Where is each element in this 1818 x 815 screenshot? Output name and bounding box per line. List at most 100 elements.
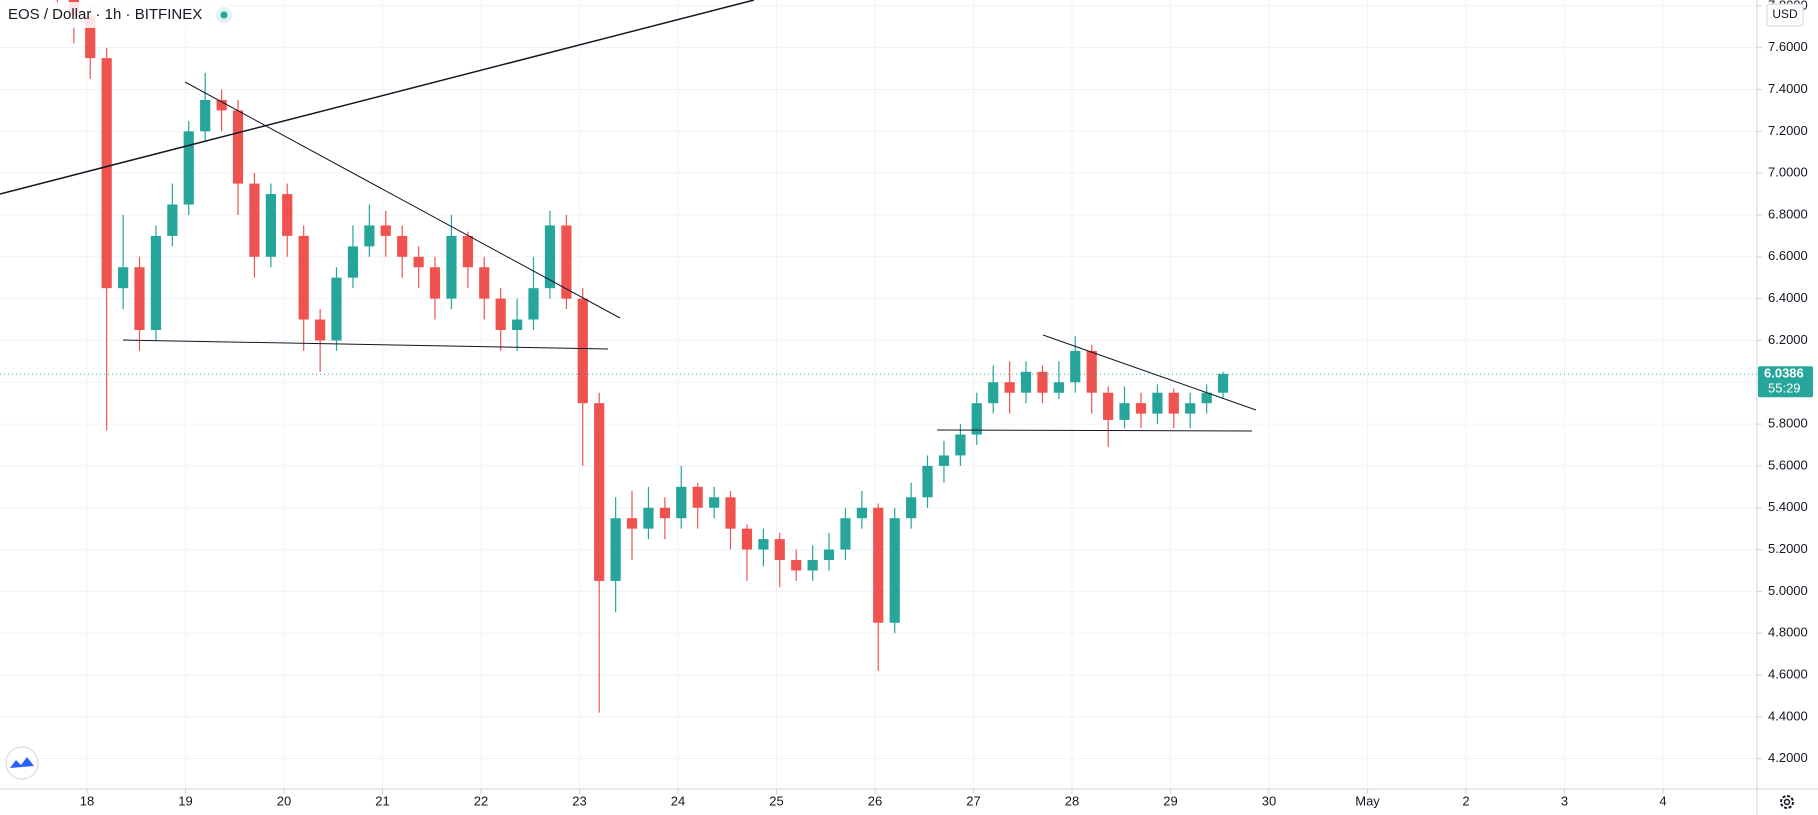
candle-body xyxy=(594,403,605,581)
candle-body xyxy=(1053,382,1065,393)
candle-body xyxy=(446,235,457,299)
trend-lines xyxy=(0,0,1257,432)
candle-body xyxy=(1037,371,1048,393)
candle-body xyxy=(1201,392,1212,404)
trend-line xyxy=(1042,334,1257,411)
candle-body xyxy=(955,434,966,456)
x-tick-label: 2 xyxy=(1462,793,1469,808)
y-tick-label: 7.0000 xyxy=(1768,165,1808,180)
candle-body xyxy=(232,110,244,184)
candle-body xyxy=(856,507,868,519)
candle-body xyxy=(1119,403,1130,420)
candle-body xyxy=(709,497,720,508)
x-tick-label: 25 xyxy=(769,793,783,808)
x-tick-label: 27 xyxy=(966,793,980,808)
y-tick-label: 6.8000 xyxy=(1768,206,1808,221)
x-tick-label: 4 xyxy=(1659,793,1666,808)
currency: USD xyxy=(1772,7,1798,21)
candle-body xyxy=(85,16,96,59)
candle-body xyxy=(971,403,982,435)
trend-line xyxy=(122,339,609,350)
candle-body xyxy=(118,267,129,289)
currency-box[interactable] xyxy=(1766,3,1804,27)
candle-body xyxy=(692,486,703,508)
candle-body xyxy=(167,204,178,236)
candle-body xyxy=(380,225,391,236)
candle-body xyxy=(938,455,950,466)
status-dot xyxy=(220,11,228,19)
candle-body xyxy=(659,507,670,519)
candle-body xyxy=(101,58,112,289)
gear-center xyxy=(1783,798,1791,806)
y-tick-label: 4.4000 xyxy=(1768,708,1808,723)
candle-body xyxy=(1103,392,1114,420)
candle-body xyxy=(265,194,276,257)
last-price-badge xyxy=(1758,366,1813,398)
candle-body xyxy=(823,549,835,561)
candle-body xyxy=(1168,392,1179,414)
x-tick-label: 22 xyxy=(474,793,488,808)
y-tick-label: 4.2000 xyxy=(1768,750,1808,765)
time-axis xyxy=(0,789,1818,815)
candle-body xyxy=(331,277,342,341)
candle-body xyxy=(1086,350,1097,393)
countdown: 55:29 xyxy=(1768,381,1801,396)
candle-body xyxy=(873,507,884,623)
candle-body xyxy=(544,225,556,289)
candle-body xyxy=(1135,403,1147,414)
y-tick-label: 6.4000 xyxy=(1768,290,1808,305)
candle-body xyxy=(528,288,539,320)
x-tick-label: 24 xyxy=(671,793,685,808)
candle-body xyxy=(462,235,473,268)
y-tick-label: 6.2000 xyxy=(1768,332,1808,347)
candle-body xyxy=(725,497,736,529)
candle-body xyxy=(200,99,211,132)
candle-body xyxy=(495,298,506,330)
settings-button[interactable] xyxy=(1780,795,1794,809)
candle-body xyxy=(791,560,802,571)
x-tick-label: 30 xyxy=(1262,793,1276,808)
candle-body xyxy=(282,194,293,236)
candle-body xyxy=(429,267,441,299)
trend-line xyxy=(0,0,755,195)
y-tick-label: 5.2000 xyxy=(1768,541,1808,556)
trend-line xyxy=(936,429,1253,432)
candle-body xyxy=(922,465,933,498)
candle-body xyxy=(134,267,145,330)
y-tick-label: 7.6000 xyxy=(1768,39,1808,54)
candle-body xyxy=(1217,373,1229,393)
candle-body xyxy=(807,560,818,571)
candle-body xyxy=(577,298,588,404)
candle-body xyxy=(1185,403,1196,414)
logo-icon xyxy=(10,757,34,768)
logo-button[interactable] xyxy=(5,746,39,780)
y-tick-label: 6.6000 xyxy=(1768,248,1808,263)
candle-body xyxy=(315,319,326,341)
last-price-label: 6.0386 xyxy=(1764,366,1804,381)
candle-body xyxy=(347,246,359,278)
x-tick-label: 28 xyxy=(1065,793,1079,808)
candle-body xyxy=(741,528,753,550)
candle-body xyxy=(1152,392,1163,414)
y-tick-label: 7.2000 xyxy=(1768,123,1808,138)
candle-body xyxy=(774,539,785,561)
candle-body xyxy=(249,183,260,257)
symbol-title[interactable]: EOS / Dollar · 1h · BITFINEX xyxy=(8,6,202,23)
candle-body xyxy=(216,99,227,111)
candle-body xyxy=(479,267,490,299)
candle-body xyxy=(1070,350,1081,383)
x-tick-label: 18 xyxy=(80,793,94,808)
candle-body xyxy=(988,382,999,404)
price-axis xyxy=(1757,0,1818,815)
candle-body xyxy=(150,235,162,330)
x-tick-label: 19 xyxy=(178,793,192,808)
candle-body xyxy=(364,225,375,247)
trend-line xyxy=(184,81,621,319)
candle-body xyxy=(561,225,572,299)
x-tick-label: 29 xyxy=(1163,793,1177,808)
candle-body xyxy=(413,256,424,268)
candle-body xyxy=(298,235,309,320)
y-tick-label: 7.4000 xyxy=(1768,81,1808,96)
candle-body xyxy=(183,131,194,205)
